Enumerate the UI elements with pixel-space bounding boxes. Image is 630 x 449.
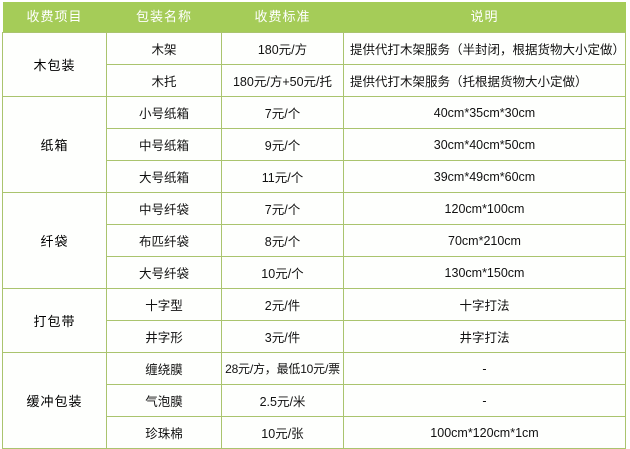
note-cell: 井字打法	[343, 320, 626, 353]
package-name-cell: 大号纸箱	[106, 160, 222, 193]
table-row: 布匹纤袋 8元/个 70cm*210cm	[3, 224, 626, 257]
note-cell: 十字打法	[343, 288, 626, 321]
package-name-cell: 井字形	[106, 320, 222, 353]
note-cell: 提供代打木架服务（半封闭，根据货物大小定做）	[343, 32, 626, 65]
note-cell: 120cm*100cm	[343, 192, 626, 225]
note-cell: 100cm*120cm*1cm	[343, 416, 626, 449]
price-cell: 11元/个	[221, 160, 344, 193]
fee-item-group-label: 纤袋	[2, 192, 107, 289]
table-row: 纸箱 小号纸箱 7元/个 40cm*35cm*30cm	[2, 96, 626, 193]
note-cell: 40cm*35cm*30cm	[343, 96, 626, 129]
table-row: 木托 180元/方+50元/托 提供代打木架服务（托根据货物大小定做）	[3, 64, 626, 97]
table-row: 缓冲包装 缠绕膜 28元/方，最低10元/票 -	[2, 352, 626, 449]
column-header-note: 说明	[343, 2, 626, 33]
package-name-cell: 中号纸箱	[106, 128, 222, 161]
fee-item-group-label: 木包装	[2, 32, 107, 97]
note-cell: 30cm*40cm*50cm	[343, 128, 626, 161]
table-row: 大号纤袋 10元/个 130cm*150cm	[3, 256, 626, 289]
note-cell: 提供代打木架服务（托根据货物大小定做）	[343, 64, 626, 97]
header-row: 收费项目 包装名称 收费标准 说明	[2, 2, 626, 33]
price-cell: 9元/个	[221, 128, 344, 161]
price-cell: 7元/个	[221, 96, 344, 129]
price-cell: 3元/件	[221, 320, 344, 353]
table-header: 收费项目 包装名称 收费标准 说明	[2, 2, 626, 33]
package-name-cell: 木托	[106, 64, 222, 97]
package-name-cell: 小号纸箱	[106, 96, 222, 129]
column-header-package: 包装名称	[106, 2, 222, 33]
price-cell: 7元/个	[221, 192, 344, 225]
package-name-cell: 木架	[106, 32, 222, 65]
price-cell: 10元/张	[221, 416, 344, 449]
table-row: 中号纸箱 9元/个 30cm*40cm*50cm	[3, 128, 626, 161]
package-name-cell: 大号纤袋	[106, 256, 222, 289]
column-header-item: 收费项目	[2, 2, 107, 33]
table-row: 打包带 十字型 2元/件 十字打法	[2, 288, 626, 353]
note-cell: -	[343, 352, 626, 385]
price-cell: 180元/方+50元/托	[221, 64, 344, 97]
package-name-cell: 珍珠棉	[106, 416, 222, 449]
table-row: 井字形 3元/件 井字打法	[3, 320, 626, 353]
note-cell: 130cm*150cm	[343, 256, 626, 289]
table-row: 大号纸箱 11元/个 39cm*49cm*60cm	[3, 160, 626, 193]
table-body: 木包装 木架 180元/方 提供代打木架服务（半封闭，根据货物大小定做） 木托 180元/…	[2, 32, 626, 449]
fee-item-group-label: 打包带	[2, 288, 107, 353]
note-cell: 70cm*210cm	[343, 224, 626, 257]
price-cell: 180元/方	[221, 32, 344, 65]
fee-item-group-label: 纸箱	[2, 96, 107, 193]
column-header-price: 收费标准	[221, 2, 344, 33]
table-row: 纤袋 中号纤袋 7元/个 120cm*100cm	[2, 192, 626, 289]
fee-item-group-label: 缓冲包装	[2, 352, 107, 449]
price-cell: 2元/件	[221, 288, 344, 321]
package-name-cell: 布匹纤袋	[106, 224, 222, 257]
package-name-cell: 中号纤袋	[106, 192, 222, 225]
price-cell: 10元/个	[221, 256, 344, 289]
package-name-cell: 十字型	[106, 288, 222, 321]
table-row: 木包装 木架 180元/方 提供代打木架服务（半封闭，根据货物大小定做）	[2, 32, 626, 97]
price-cell: 28元/方，最低10元/票	[221, 352, 344, 385]
note-cell: 39cm*49cm*60cm	[343, 160, 626, 193]
package-name-cell: 缠绕膜	[106, 352, 222, 385]
price-cell: 8元/个	[221, 224, 344, 257]
